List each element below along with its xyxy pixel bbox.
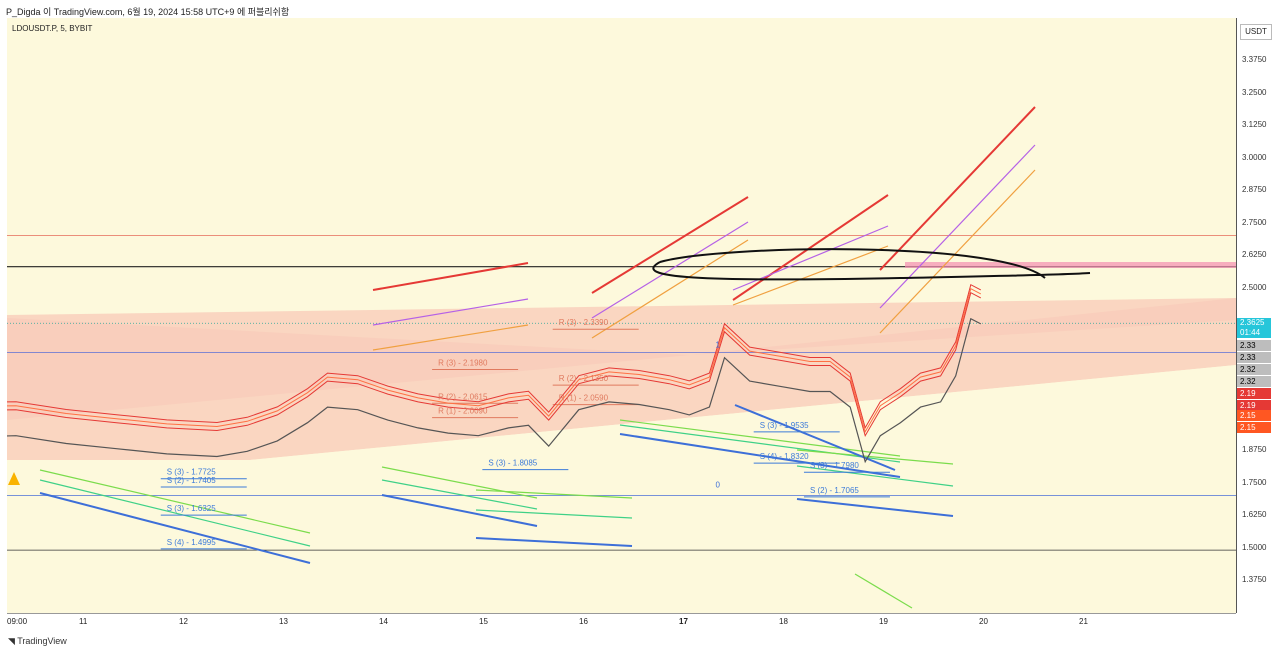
band-line [7,287,982,433]
trendline [372,324,529,351]
y-tick: 2.7500 [1242,217,1267,227]
level-label: R (1) - 2.0090 [438,407,488,416]
price-badge: 2.19 [1237,388,1271,399]
level-label: R (3) - 2.3390 [559,318,609,327]
pink-zone [905,262,1236,268]
price-badge: 2.33 [1237,340,1271,351]
trendline [381,466,538,499]
watermark-text: P_Digda 이 TradingView.com, 6월 19, 2024 1… [6,7,290,17]
price-badge: 2.15 [1237,422,1271,433]
price-line [7,317,982,464]
y-tick: 2.5000 [1242,282,1267,292]
trendline [732,245,889,306]
drawn-circle [652,248,1091,281]
trendline [475,509,633,519]
y-tick: 3.1250 [1242,120,1267,129]
trendline [372,262,529,291]
footer-brand: TradingView [17,636,67,646]
pink-wedge-2 [7,298,1236,420]
trendline [591,196,749,294]
trendline [475,489,633,499]
level-label: R (3) - 2.1980 [438,359,488,368]
band-line [7,283,982,429]
price-axis[interactable]: 3.3750 3.2500 3.1250 3.0000 2.8750 2.7500 2.62… [1237,18,1280,613]
trendline [39,479,311,547]
price-badge: 2.32 [1237,376,1271,387]
fib-mark: 1 [715,340,720,349]
x-tick: 15 [479,617,488,626]
trendline [796,465,954,487]
x-tick: 21 [1079,617,1088,626]
trendline [854,573,913,609]
y-tick: 1.6250 [1242,510,1267,519]
trendline [619,419,901,457]
level-label: R (1) - 2.0590 [559,394,609,403]
x-tick: 17 [679,617,688,626]
y-tick: 3.2500 [1242,87,1267,97]
level-label: R (2) - 2.1350 [559,374,609,383]
x-tick: 20 [979,617,988,626]
price-badge: 2.32 [1237,364,1271,375]
trendline [879,144,1036,309]
trendline [372,298,529,326]
trendline [796,449,954,465]
x-tick: 14 [379,617,388,626]
tv-icon: ◥ [8,636,18,646]
warning-icon [8,472,20,485]
price-badge: 2.33 [1237,352,1271,363]
level-label: S (3) - 1.8085 [488,459,537,468]
y-tick: 2.6250 [1242,250,1267,259]
y-tick: 1.3750 [1242,575,1267,584]
tradingview-logo: ◥ TradingView [8,636,67,647]
price-badge: 2.15 [1237,410,1271,421]
y-tick: 1.7500 [1242,477,1267,487]
y-tick: 2.8750 [1242,185,1267,194]
level-label: S (3) - 1.7980 [810,461,859,470]
level-label: S (2) - 1.7065 [810,486,859,495]
x-tick: 18 [779,617,788,626]
level-label: S (2) - 1.7405 [167,476,216,485]
level-label: S (4) - 1.8320 [760,452,809,461]
time-axis[interactable]: 09:00 11 12 13 14 15 16 17 18 19 20 21 [7,613,1236,632]
x-tick: 12 [179,617,188,626]
trendline [619,424,901,463]
trendline [591,239,749,339]
y-tick: 3.0000 [1242,152,1267,162]
level-label: S (4) - 1.4995 [167,538,216,547]
price-badge: 2.19 [1237,400,1271,411]
trendline [39,469,311,534]
x-tick: 16 [579,617,588,626]
level-label: R (2) - 2.0615 [438,392,488,401]
wedge-cut [7,365,1236,560]
symbol-label[interactable]: LDOUSDT.P, 5, BYBIT [12,24,93,33]
x-tick: 09:00 [7,617,28,626]
trendline [879,169,1036,334]
trendline [39,492,311,564]
trendline [734,404,896,471]
trendline [475,537,633,547]
fib-mark: 0 [715,481,720,490]
y-tick: 1.8750 [1242,445,1267,454]
trendline [591,221,749,319]
x-tick: 13 [279,617,288,626]
watermark-bar: P_Digda 이 TradingView.com, 6월 19, 2024 1… [0,0,1280,18]
trendline [879,106,1036,271]
x-tick: 11 [79,617,88,626]
y-tick: 1.5000 [1242,542,1267,552]
trendline [381,494,538,527]
plot-layer: R (3) - 2.3390 R (3) - 2.1980 R (2) - 2.13… [7,106,1236,609]
y-tick: 3.3750 [1242,55,1267,64]
trendline [796,498,954,517]
band-line [7,291,982,437]
trendline [381,479,538,510]
level-label: S (3) - 1.6325 [167,504,216,513]
last-price-badge: 2.3625 01:44 [1237,318,1271,338]
currency-button[interactable]: USDT [1240,24,1272,40]
level-label: S (3) - 1.9535 [760,421,809,430]
trendline [619,433,901,478]
x-tick: 19 [879,617,888,626]
level-label: S (3) - 1.7725 [167,468,216,477]
trendline [732,194,889,301]
